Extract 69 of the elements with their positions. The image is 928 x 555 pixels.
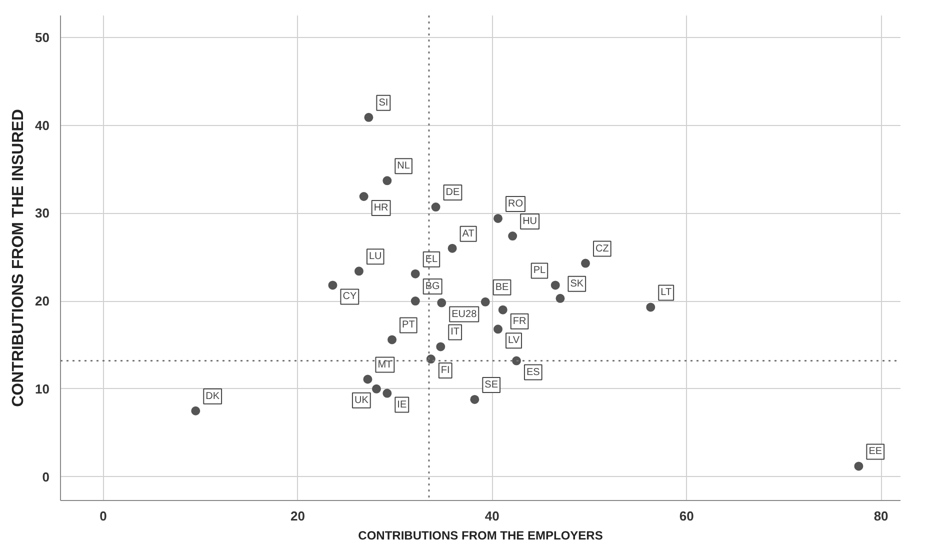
annotation: PL	[533, 265, 546, 276]
annotation: EL	[425, 254, 438, 265]
y-tick-label: 40	[35, 118, 50, 133]
point	[646, 302, 656, 312]
annotation: UK	[354, 394, 369, 406]
x-tick-label: 60	[679, 508, 694, 524]
point	[556, 294, 565, 303]
annotation: AT	[462, 228, 474, 240]
point	[363, 374, 372, 384]
annotation: HU	[522, 216, 538, 228]
annotation: IT	[450, 326, 460, 338]
annotation: LU	[368, 251, 382, 262]
annotation: BE	[495, 282, 510, 293]
point	[191, 406, 200, 416]
point	[470, 394, 480, 404]
point	[494, 324, 502, 334]
point	[431, 202, 440, 212]
annotation: PT	[402, 320, 415, 331]
point	[364, 112, 374, 122]
annotation: CY	[342, 291, 357, 302]
x-tick-label: 80	[874, 508, 888, 524]
point	[508, 232, 518, 241]
annotation: NL	[397, 160, 410, 172]
point	[512, 356, 521, 366]
point	[388, 335, 397, 344]
annotation: SK	[570, 278, 584, 290]
point	[480, 297, 490, 306]
annotation: CZ	[596, 243, 609, 254]
point	[437, 298, 446, 308]
y-axis-title: CONTRIBUTIONS FROM THE INSURED	[10, 109, 28, 407]
y-tick-label: 50	[35, 30, 50, 45]
annotation: ES	[526, 366, 540, 378]
annotation: IE	[397, 399, 407, 410]
point	[328, 280, 338, 290]
annotation: EU28	[452, 308, 478, 320]
annotation: FR	[512, 316, 526, 327]
x-tick-label: 0	[100, 508, 107, 524]
x-tick-label: 40	[484, 508, 500, 524]
annotation: LT	[660, 287, 672, 298]
y-tick-label: 0	[42, 469, 50, 484]
x-tick-label: 20	[290, 508, 305, 524]
y-tick-label: 10	[35, 381, 50, 396]
point	[498, 305, 508, 314]
annotation: HR	[374, 202, 388, 214]
annotation: EE	[868, 446, 882, 458]
annotation: DE	[446, 187, 460, 198]
point	[410, 296, 420, 306]
point	[382, 388, 392, 398]
y-tick-label: 20	[35, 294, 50, 309]
annotation: BG	[425, 281, 440, 292]
point	[436, 342, 446, 352]
point	[382, 176, 392, 186]
point	[854, 462, 864, 471]
annotation: RO	[508, 198, 524, 210]
point	[372, 384, 381, 394]
annotation: SE	[484, 379, 498, 390]
point	[448, 244, 457, 253]
point	[354, 266, 364, 276]
point	[581, 258, 590, 268]
annotation: LV	[508, 335, 520, 346]
annotation: FI	[440, 365, 450, 376]
x-axis-title: CONTRIBUTIONS FROM THE EMPLOYERS	[358, 528, 603, 542]
annotation: SI	[378, 97, 388, 108]
point	[359, 192, 368, 201]
point	[550, 280, 560, 290]
point	[410, 269, 420, 278]
annotation: DK	[206, 390, 220, 402]
y-tick-label: 30	[35, 206, 50, 221]
point	[494, 214, 502, 223]
